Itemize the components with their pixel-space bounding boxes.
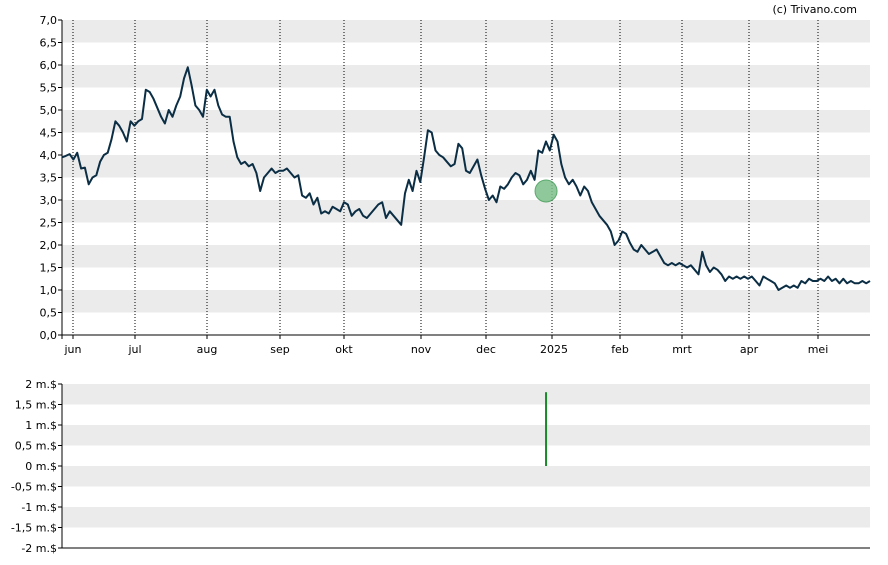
- price-x-tick-label: dec: [476, 343, 496, 356]
- price-y-tick-label: 4,5: [40, 127, 58, 140]
- price-y-tick-label: 0,0: [40, 329, 58, 342]
- price-panel: 0,0 0,5 1,0 1,5 2,0 2,5 3,0 3,5 4,0 4,5 5,0 5,5 6,0 6…: [40, 14, 871, 356]
- volume-y-tick-label: -1,5 m.$: [11, 522, 57, 535]
- price-y-tick-label: 0,5: [40, 307, 58, 320]
- price-grid-band: [62, 20, 870, 43]
- price-x-tick-label: mrt: [672, 343, 692, 356]
- price-y-tick-label: 3,0: [40, 194, 58, 207]
- volume-y-tick-label: 1 m.$: [25, 419, 57, 432]
- price-grid-band: [62, 110, 870, 133]
- price-grid-band: [62, 200, 870, 223]
- price-grid-band: [62, 245, 870, 268]
- price-y-tick-label: 4,0: [40, 149, 58, 162]
- price-x-tick-label: okt: [335, 343, 353, 356]
- price-y-tick-label: 7,0: [40, 14, 58, 27]
- price-y-tick-label: 2,0: [40, 239, 58, 252]
- volume-y-tick-label: 1,5 m.$: [15, 399, 57, 412]
- price-x-tick-label: jul: [127, 343, 141, 356]
- price-x-tick-label: feb: [611, 343, 629, 356]
- volume-y-tick-label: -0,5 m.$: [11, 481, 57, 494]
- price-x-tick-label: aug: [197, 343, 218, 356]
- price-y-tick-label: 1,0: [40, 284, 58, 297]
- price-y-tick-label: 3,5: [40, 172, 58, 185]
- price-y-tick-label: 5,5: [40, 82, 58, 95]
- price-grid-band: [62, 290, 870, 313]
- volume-grid-band: [62, 425, 870, 446]
- price-y-tick-label: 6,5: [40, 37, 58, 50]
- price-x-tick-label: jun: [64, 343, 82, 356]
- price-y-tick-label: 5,0: [40, 104, 58, 117]
- volume-y-tick-label: 0 m.$: [25, 460, 57, 473]
- price-x-tick-label: sep: [270, 343, 289, 356]
- price-line: [61, 66, 871, 291]
- price-grid-band: [62, 65, 870, 88]
- volume-bar: [545, 392, 548, 466]
- volume-grid-band: [62, 384, 870, 405]
- price-y-tick-label: 2,5: [40, 217, 58, 230]
- volume-panel: -2 m.$ -1,5 m.$ -1 m.$ -0,5 m.$ 0 m.$ 0,5 m.$…: [11, 378, 870, 555]
- price-x-tick-label: mei: [808, 343, 829, 356]
- volume-y-tick-label: -1 m.$: [21, 501, 57, 514]
- price-x-tick-label: 2025: [540, 343, 568, 356]
- volume-grid-band: [62, 507, 870, 528]
- price-x-tick-label: apr: [740, 343, 759, 356]
- volume-grid-band: [62, 466, 870, 487]
- price-y-tick-label: 6,0: [40, 59, 58, 72]
- event-marker: [534, 179, 558, 203]
- volume-y-tick-label: 2 m.$: [25, 378, 57, 391]
- price-x-tick-label: nov: [411, 343, 432, 356]
- volume-y-tick-label: 0,5 m.$: [15, 440, 57, 453]
- volume-y-tick-label: -2 m.$: [21, 542, 57, 555]
- price-y-tick-label: 1,5: [40, 262, 58, 275]
- copyright-text: (c) Trivano.com: [772, 3, 857, 16]
